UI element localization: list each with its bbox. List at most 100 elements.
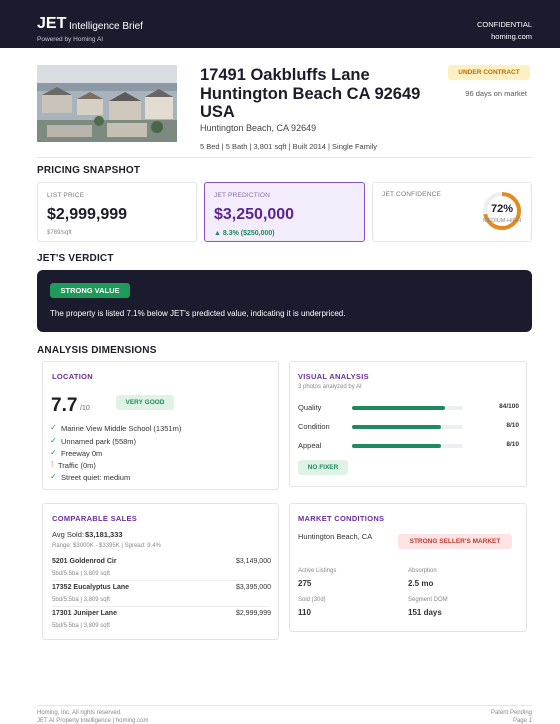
copyright: Homing, Inc. All rights reserved. [37,710,122,716]
stat-label: Segment DOM [408,597,448,603]
location-item: Marine View Middle School (1351m) [61,424,182,433]
avg-value: $3,181,333 [85,530,123,539]
predicted-price: $3,250,000 [214,206,295,223]
rect [77,99,103,115]
sale-price: $3,149,000 [235,558,271,565]
sale-price: $2,999,999 [235,610,271,617]
rect [47,125,92,137]
location-item: Street quiet: medium [61,473,131,482]
card-label: JET CONFIDENCE [382,191,442,198]
check-icon: ✓ [50,423,57,432]
comparables-card [42,503,279,640]
polygon [145,89,173,97]
footer-divider [37,705,532,706]
polygon [42,87,72,95]
location-scale: /10 [80,405,90,412]
status-badge: UNDER CONTRACT [448,65,530,80]
score-bar [352,406,446,410]
fixer-badge: NO FIXER [298,460,348,475]
circle [151,121,163,133]
stat-value: 275 [298,579,312,588]
location-item: Unnamed park (558m) [61,437,137,446]
rect [109,101,141,121]
score-bar [352,444,441,448]
details: 5 Bed | 5 Bath | 3,801 sqft | Built 2014… [200,142,378,151]
list-price-card [37,182,197,242]
card-title: LOCATION [52,372,94,381]
card-title: COMPARABLE SALES [52,514,138,523]
product: Intelligence Brief [69,21,143,32]
rect [107,123,147,137]
divider [37,157,532,158]
polygon [77,92,103,99]
stat-value: 110 [298,608,311,617]
prediction-card [204,182,365,242]
visual-card [289,361,527,487]
rect [37,83,177,91]
score-name: Appeal [298,441,322,450]
property-photo [37,65,177,142]
verdict-badge: STRONG VALUE [50,283,130,298]
score-track [352,444,463,448]
site: homing.com [491,32,532,41]
rect [42,95,72,113]
location-item: Freeway 0m [61,449,103,458]
range: Range: $3000K - $3395K | Spread: 9.4% [52,543,161,549]
sale-details: 5bd/5.5ba | 3,809 sqft [52,623,110,629]
header-bar [0,0,560,48]
location-item: Traffic (0m) [58,461,96,470]
confidence-card [372,182,532,242]
page-number: Page 1 [512,718,532,724]
stat-value: 151 days [408,608,442,617]
verdict-box [37,270,532,332]
location: Huntington Beach, CA 92649 [200,123,317,133]
card-title: VISUAL ANALYSIS [298,372,369,381]
sale-price: $3,395,000 [235,584,271,591]
list-price: $2,999,999 [47,206,128,223]
rect [145,97,173,119]
prediction-delta: ▲ 8.3% ($250,000) [214,230,275,237]
check-icon: ✓ [50,448,57,457]
confidential: CONFIDENTIAL [476,20,532,29]
verdict-text: The property is listed 7.1% below JET's … [50,309,346,318]
card-subtitle: 3 photos analyzed by AI [298,384,362,390]
score-track [352,406,463,410]
market-area: Huntington Beach, CA [298,532,373,541]
sale-address: 17352 Eucalyptus Lane [52,584,130,591]
circle [94,116,104,126]
rect [37,65,177,87]
market-badge: STRONG SELLER'S MARKET [398,534,512,549]
section-title: JET'S VERDICT [37,253,114,264]
check-icon: ✓ [50,472,57,481]
section-title: ANALYSIS DIMENSIONS [37,345,157,356]
score-name: Quality [298,403,322,412]
powered-by: Powered by Homing AI [37,36,104,43]
stat-label: Active Listings [298,568,337,574]
donut-arc [483,192,521,230]
section-title: PRICING SNAPSHOT [37,165,141,176]
score-label: 8/10 [506,441,519,448]
address: 17491 Oakbluffs Lane Huntington Beach CA… [200,66,421,121]
sale-details: 5bd/5.5ba | 3,809 sqft [52,597,110,603]
days-on-market: 96 days on market [465,89,527,98]
stat-value: 2.5 mo [408,579,434,588]
card-label: JET PREDICTION [214,192,271,199]
rating-badge: VERY GOOD [116,395,174,410]
score-track [352,425,463,429]
score-label: 8/10 [506,422,519,429]
brand: JET [37,15,67,32]
score-label: 84/100 [499,403,519,410]
card-title: MARKET CONDITIONS [298,514,385,523]
location-card [42,361,279,490]
stat-label: Absorption [408,568,437,574]
polygon [109,92,141,101]
stat-label: Sold (30d) [298,597,326,603]
avg-label: Avg Sold: [52,530,84,539]
score-name: Condition [298,422,330,431]
card-label: LIST PRICE [47,192,85,199]
location-score: 7.7 [51,395,78,416]
confidence-value: 72% [490,203,514,215]
score-bar [352,425,441,429]
tagline: JET AI Property Intelligence | homing.co… [37,718,149,724]
